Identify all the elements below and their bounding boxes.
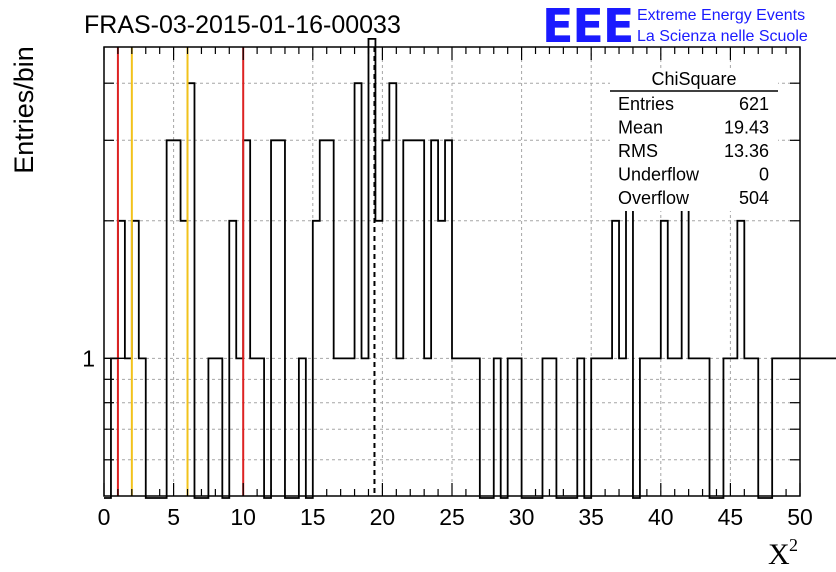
- stats-rows: Entries 621 Mean 19.43 RMS 13.36 Underflow 0 Ove…: [618, 94, 769, 208]
- x-tick-label: 20: [370, 504, 396, 530]
- stats-row-value: 504: [739, 188, 769, 208]
- stats-row-value: 0: [759, 165, 769, 185]
- x-tick-label: 50: [787, 504, 813, 530]
- stats-box: ChiSquare Entries 621 Mean 19.43 RMS 13.36 Und…: [610, 68, 778, 211]
- stats-row-value: 19.43: [724, 118, 769, 138]
- stats-row-label: RMS: [618, 141, 658, 161]
- tick-labels: 0 5 10 15 20 25 30 35 40 45 50 1: [82, 345, 813, 530]
- x-tick-label: 40: [648, 504, 674, 530]
- x-axis-label-base: X: [768, 538, 790, 571]
- x-tick-label: 0: [98, 504, 111, 530]
- stats-row-label: Overflow: [618, 188, 690, 208]
- x-axis-label-superscript: 2: [789, 535, 798, 555]
- x-axis-label: X 2: [768, 535, 798, 571]
- x-tick-label: 35: [578, 504, 604, 530]
- x-tick-label: 30: [509, 504, 535, 530]
- y-axis-label: Entries/bin: [9, 46, 39, 174]
- x-tick-label: 5: [167, 504, 180, 530]
- chart-title: FRAS-03-2015-01-16-00033: [84, 11, 401, 39]
- stats-row-label: Entries: [618, 94, 674, 114]
- stats-row-label: Mean: [618, 118, 663, 138]
- stats-row-value: 13.36: [724, 141, 769, 161]
- x-tick-label: 15: [300, 504, 326, 530]
- stats-row-value: 621: [739, 94, 769, 114]
- x-tick-label: 45: [718, 504, 744, 530]
- axes: [103, 46, 801, 497]
- logo-mark: EEE: [542, 0, 633, 53]
- logo-line1: Extreme Energy Events: [637, 7, 805, 24]
- eee-logo: EEE Extreme Energy Events La Scienza nel…: [542, 0, 808, 53]
- x-tick-label: 10: [230, 504, 256, 530]
- stats-row-label: Underflow: [618, 165, 700, 185]
- logo-line2: La Scienza nelle Scuole: [637, 28, 808, 45]
- reference-lines: [116, 47, 376, 496]
- y-tick-label: 1: [82, 345, 95, 371]
- stats-box-background: [610, 68, 778, 211]
- x-tick-label: 25: [439, 504, 465, 530]
- stats-title: ChiSquare: [651, 69, 736, 89]
